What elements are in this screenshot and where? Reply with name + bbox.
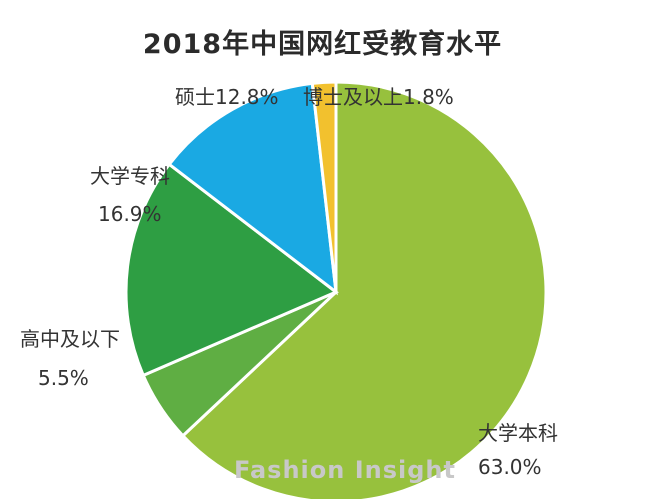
chart-title: 2018年中国网红受教育水平 bbox=[142, 29, 503, 60]
slice-label-highschool-name: 高中及以下 bbox=[20, 327, 120, 351]
slice-label-master: 硕士12.8% bbox=[175, 85, 279, 109]
pie-slice-master bbox=[167, 81, 338, 296]
pie-slice-bachelor bbox=[180, 80, 548, 499]
pie-slice-doctor bbox=[310, 80, 338, 293]
slice-label-doctor: 博士及以上1.8% bbox=[303, 85, 454, 109]
slice-label-bachelor-name: 大学本科 bbox=[478, 421, 558, 445]
slice-label-college-name: 大学专科 bbox=[90, 164, 170, 188]
slice-label-highschool-value: 5.5% bbox=[38, 366, 89, 390]
pie-slices bbox=[124, 80, 548, 499]
slice-label-bachelor-value: 63.0% bbox=[478, 455, 542, 479]
slice-label-college-value: 16.9% bbox=[98, 202, 162, 226]
watermark: Fashion Insight bbox=[234, 456, 456, 484]
pie-slice-college bbox=[124, 162, 339, 378]
